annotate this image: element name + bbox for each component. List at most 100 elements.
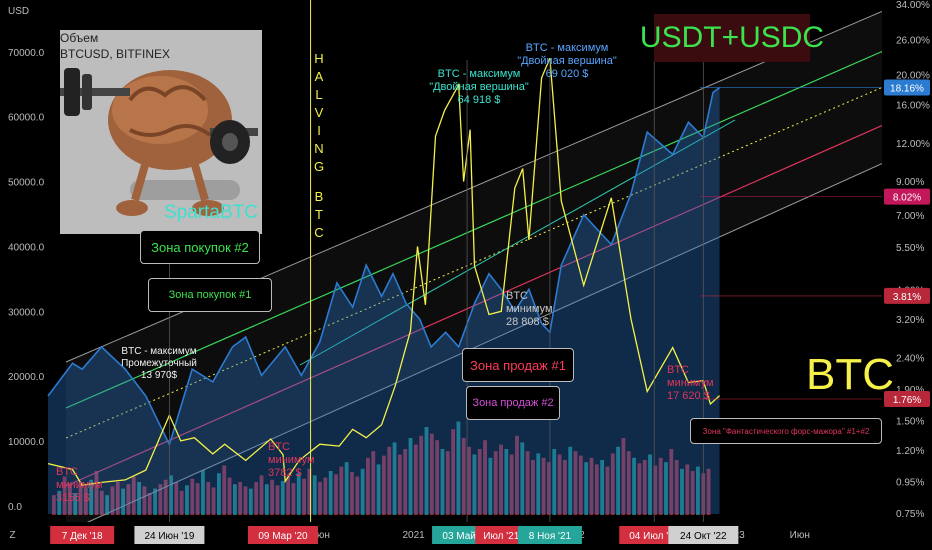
volume-bar — [126, 484, 131, 515]
volume-bar — [584, 462, 589, 515]
volume-bar — [264, 484, 269, 515]
volume-bar — [307, 468, 312, 515]
volume-bar — [440, 449, 445, 515]
annotation-max-1: BTC - максимум "Двойная вершина" 64 918 … — [420, 68, 538, 107]
volume-bar — [211, 487, 216, 515]
sell-zone-1-callout: Зона продаж #1 — [462, 348, 574, 382]
volume-bar — [573, 451, 578, 515]
volume-bar — [318, 482, 322, 515]
volume-bar — [589, 457, 594, 515]
volume-bar — [382, 455, 386, 515]
annotation-value: 69 020 $ — [545, 68, 589, 80]
right-tick-label: 1.20% — [896, 446, 924, 457]
volume-bar — [515, 435, 519, 515]
halving-letter: G — [313, 159, 325, 174]
left-tick-label: 50000.0 — [8, 178, 45, 189]
volume-bar — [594, 464, 599, 515]
buy-zone-2-label: Зона покупок #2 — [151, 239, 249, 255]
x-tick-label: Июн — [790, 530, 810, 541]
halving-letter: B — [314, 189, 324, 204]
volume-bar — [83, 487, 88, 515]
btc-line — [47, 57, 721, 487]
volume-bar — [78, 482, 83, 515]
volume-bar — [217, 473, 221, 515]
value-badge-text: 8.02% — [893, 193, 921, 204]
volume-bar — [62, 476, 67, 515]
volume-bar — [52, 495, 56, 515]
volume-bar — [142, 486, 147, 515]
brand-logo: Объем BTCUSD, BITFINEX SpartaBTC — [60, 30, 262, 234]
date-markers — [169, 0, 704, 522]
left-tick-label: 70000.0 — [8, 48, 45, 59]
volume-bar — [685, 464, 690, 515]
volume-bar — [435, 440, 440, 515]
volume-bar — [509, 454, 514, 515]
volume-bar — [73, 493, 78, 515]
right-tick-label: 16.00% — [896, 100, 930, 111]
annotation-title: BTC — [56, 466, 78, 478]
channel-red-line — [65, 121, 891, 487]
volume-bar — [451, 429, 456, 515]
date-badge — [50, 526, 115, 544]
volume-bar — [461, 438, 466, 515]
volume-bar — [371, 451, 376, 515]
right-tick-label: 9.00% — [896, 177, 924, 188]
value-badge — [884, 188, 930, 205]
halving-letter: C — [314, 225, 324, 240]
right-tick-label: 26.00% — [896, 36, 930, 47]
volume-bar — [312, 475, 317, 515]
right-tick-label: 2.40% — [896, 354, 924, 365]
date-badge-text: 24 Июн '19 — [144, 531, 194, 542]
annotation-title: BTC — [506, 290, 528, 302]
currency-label: USD — [8, 6, 30, 17]
date-badge-text: Июл '21 — [483, 531, 520, 542]
volume-bar — [477, 449, 482, 515]
volume-bar — [525, 451, 530, 515]
right-tick-label: 20.00% — [896, 71, 930, 82]
volume-bar — [350, 472, 354, 515]
volume-bar — [147, 493, 152, 515]
volume-label: Объем — [60, 31, 99, 45]
volume-bar — [366, 457, 370, 515]
value-badge — [884, 79, 930, 96]
volume-bar — [552, 449, 557, 515]
date-badge — [134, 526, 205, 544]
volume-bar — [408, 438, 413, 515]
left-tick-label: 20000.0 — [8, 372, 45, 383]
volume-bar — [323, 477, 328, 515]
volume-bar — [648, 454, 652, 515]
volume-bar — [562, 460, 567, 515]
volume-bar — [621, 438, 626, 515]
halving-letter: T — [315, 207, 323, 222]
right-tick-label: 34.00% — [896, 0, 930, 11]
volume-bar — [296, 473, 301, 515]
volume-bar — [674, 460, 679, 515]
date-badge-text: 04 Июл '22 — [629, 531, 679, 542]
volume-bar — [275, 485, 280, 515]
halving-letter: H — [314, 51, 324, 66]
volume-bar — [493, 451, 498, 515]
right-axis: 34.00% 26.00% 20.00% 16.00% 12.00% 9.00% 7.00%… — [700, 0, 932, 522]
halving-letter: A — [314, 69, 324, 84]
volume-bar — [232, 484, 237, 515]
volume-bar — [504, 449, 509, 515]
annotation-title: BTC - максимум — [437, 68, 521, 80]
btc-big-label: BTC — [806, 350, 894, 399]
buy-zone-2-callout: Зона покупок #2 — [140, 230, 260, 264]
volume-bar — [690, 471, 695, 515]
volume-bar — [653, 465, 658, 515]
left-tick-label: 60000.0 — [8, 113, 45, 124]
value-badge-text: 18.16% — [890, 84, 924, 95]
volume-bar — [163, 479, 168, 515]
volume-bar — [360, 468, 365, 515]
annotation-title: BTC — [667, 364, 689, 376]
left-tick-label: 30000.0 — [8, 307, 45, 318]
annotation-sub: минимум — [667, 377, 714, 389]
date-badge-text: 7 Дек '18 — [62, 531, 103, 542]
buy-zone-1-label: Зона покупок #1 — [168, 289, 252, 301]
value-badge-text: 1.76% — [893, 395, 921, 406]
volume-bar — [115, 482, 120, 515]
annotation-value: 13 970$ — [140, 370, 178, 381]
trend-line-teal — [299, 119, 736, 366]
